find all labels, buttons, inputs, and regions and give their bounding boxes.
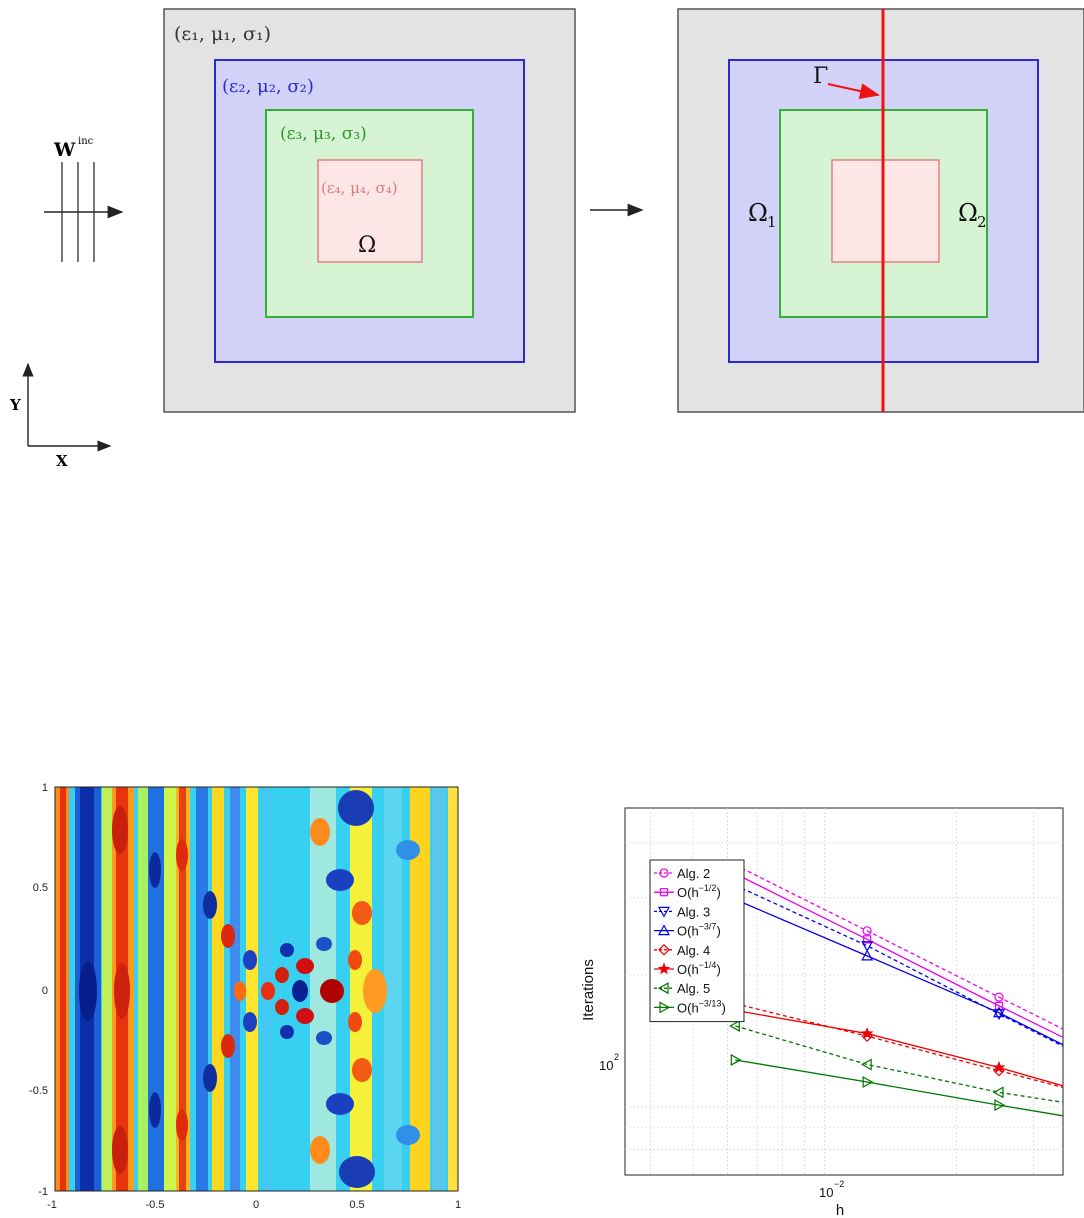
data-point-marker: [657, 962, 671, 975]
x-tick-major: 10: [819, 1185, 833, 1200]
layer-1-params: (ε₁, μ₁, σ₁): [174, 23, 271, 45]
omega1-subscript: 1: [767, 213, 777, 231]
series-line: [735, 1003, 1063, 1089]
iterations-chart: 10 −2 10 2 h Iterations Alg. 2O(h−1/2)Al…: [580, 807, 1064, 1218]
contour-frame: [54, 786, 459, 1192]
field-contour-plot: -1 -0.5 0 0.5 1 1 0.5 0 -0.5 -1: [29, 782, 461, 1211]
series-7: [730, 1053, 1063, 1117]
omega2-subscript: 2: [977, 213, 987, 231]
legend-label: Alg. 3: [677, 904, 710, 919]
contour-xtick: 0: [253, 1199, 259, 1211]
data-point-marker: [992, 1060, 1006, 1073]
contour-xtick: 1: [455, 1199, 461, 1211]
data-point-marker: [992, 1086, 1004, 1099]
omega-label: Ω: [358, 233, 376, 258]
data-point-marker: [657, 924, 671, 936]
contour-ytick: -1: [38, 1186, 48, 1198]
series-line: [735, 864, 1063, 1030]
series-line: [735, 1025, 1063, 1103]
legend-label: Alg. 5: [677, 981, 710, 996]
legend-box: [649, 859, 745, 1023]
data-point-marker: [994, 1099, 1006, 1112]
domain-diagram: W inc Y X (ε₁, μ₁, σ₁) (ε₂, μ₂, σ₂) (ε₃,…: [9, 8, 1084, 470]
data-point-marker: [729, 1019, 740, 1032]
data-point-marker: [659, 1001, 671, 1014]
incident-wave-label: W: [53, 139, 76, 161]
x-axis-title: h: [836, 1202, 844, 1218]
data-point-marker: [860, 1026, 874, 1039]
data-point-marker: [659, 868, 669, 878]
data-point-marker: [730, 1053, 742, 1066]
data-point-marker: [992, 1006, 1006, 1018]
omega2-label: Ω: [958, 199, 978, 227]
contour-ytick: 0: [42, 985, 48, 997]
incident-wave: W inc: [44, 136, 124, 262]
decomposed-domain-panel: Γ Ω 1 Ω 2: [677, 8, 1084, 413]
layer-2-params: (ε₂, μ₂, σ₂): [222, 76, 314, 97]
contour-ytick: 1: [42, 782, 48, 794]
data-point-marker: [994, 992, 1004, 1002]
data-point-marker: [861, 949, 874, 961]
series-line: [735, 884, 1063, 1047]
data-point-marker: [657, 906, 671, 918]
series-line: [735, 1009, 1063, 1087]
contour-xtick: -0.5: [146, 1199, 165, 1211]
data-point-marker: [862, 926, 872, 936]
series-6: [729, 1019, 1063, 1103]
gamma-label: Γ: [813, 64, 828, 89]
interface-pointer: [827, 83, 880, 99]
data-point-marker: [863, 935, 872, 944]
series-line: [735, 873, 1063, 1039]
legend-label: Alg. 2: [677, 866, 710, 881]
y-axis-label: Y: [9, 396, 21, 414]
layer-3-params: (ε₃, μ₃, σ₃): [280, 124, 367, 144]
incident-wave-superscript: inc: [78, 136, 94, 147]
contour-ytick: -0.5: [29, 1085, 48, 1097]
y-tick-exponent: 2: [614, 1052, 619, 1062]
data-point-marker: [658, 943, 670, 956]
y-tick-major: 10: [599, 1058, 613, 1073]
layer-4-region-right: [831, 159, 940, 263]
data-point-marker: [860, 1058, 872, 1071]
omega1-label: Ω: [748, 199, 768, 227]
data-point-marker: [657, 982, 669, 995]
contour-xtick: -1: [47, 1199, 57, 1211]
x-axis-label: X: [56, 452, 68, 470]
layered-domain-panel: (ε₁, μ₁, σ₁) (ε₂, μ₂, σ₂) (ε₃, μ₃, σ₃) (…: [163, 8, 576, 413]
chart-legend: Alg. 2O(h−1/2)Alg. 3O(h−3/7)Alg. 4O(h−1/…: [649, 859, 745, 1023]
y-axis-title: Iterations: [580, 959, 597, 1021]
legend-label: Alg. 4: [677, 943, 710, 958]
series-line: [735, 898, 1063, 1046]
layer-4-params: (ε₄, μ₄, σ₄): [321, 179, 398, 197]
x-tick-exponent: −2: [834, 1179, 844, 1189]
contour-field: [55, 787, 458, 1191]
series-line: [735, 1059, 1063, 1117]
contour-ytick: 0.5: [33, 882, 48, 894]
scattering-hotspots: [79, 790, 420, 1188]
data-point-marker: [659, 888, 669, 897]
data-point-marker: [861, 941, 874, 953]
contour-ticks: -1 -0.5 0 0.5 1 1 0.5 0 -0.5 -1: [29, 782, 461, 1211]
layer-4-region: [317, 159, 423, 263]
chart-axis-labels: 10 −2 10 2 h Iterations: [580, 959, 844, 1218]
data-point-marker: [862, 1076, 874, 1089]
chart-series-layer: [729, 860, 1063, 1117]
contour-xtick: 0.5: [349, 1199, 364, 1211]
coordinate-axes: Y X: [9, 362, 112, 470]
